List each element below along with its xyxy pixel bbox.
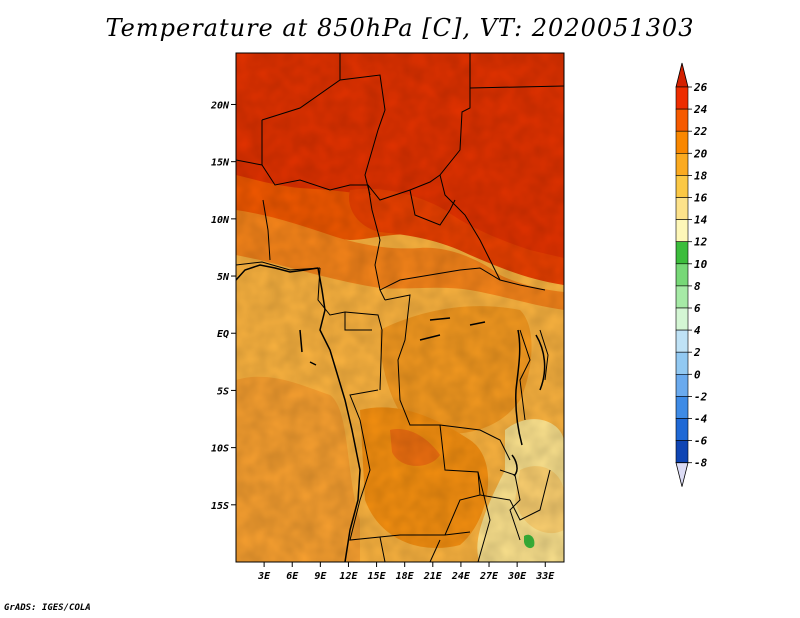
colorbar-label: 18 <box>694 169 708 182</box>
colorbar-label: 14 <box>694 214 708 227</box>
lon-label: 27E <box>479 571 499 582</box>
colorbar-segment <box>675 440 689 464</box>
colorbar-segment <box>675 219 689 243</box>
colorbar-label: 4 <box>694 324 701 337</box>
lat-label: 5N <box>217 272 230 283</box>
colorbar-segment <box>675 351 689 375</box>
chart-title: Temperature at 850hPa [C], VT: 202005130… <box>105 14 695 42</box>
colorbar-label: 24 <box>693 103 708 116</box>
field-texture <box>236 53 564 562</box>
colorbar-segment <box>675 396 689 419</box>
colorbar-segment <box>675 130 689 154</box>
lat-label: EQ <box>217 329 229 340</box>
colorbar-label: -4 <box>694 413 708 426</box>
lat-label: 20N <box>210 100 230 111</box>
lon-label: 33E <box>535 571 555 582</box>
temperature-field <box>236 53 564 562</box>
lon-label: 6E <box>286 571 299 582</box>
colorbar-label: 20 <box>693 147 708 160</box>
map-frame <box>235 52 565 563</box>
credit-text: GrADS: IGES/COLA <box>4 603 91 613</box>
colorbar-segment <box>675 418 689 441</box>
colorbar-label: 2 <box>693 346 701 359</box>
colorbar-label: 6 <box>694 302 701 315</box>
colorbar-segment <box>675 108 689 132</box>
colorbar-label: -2 <box>694 390 708 403</box>
colorbar-segment <box>675 263 689 287</box>
country-borders <box>236 53 564 562</box>
coastline <box>236 264 546 562</box>
colorbar-label: 26 <box>693 81 708 94</box>
lat-label: 10N <box>211 215 230 226</box>
lon-axis: 3E 6E 9E 12E 15E 18E 21E 24E 27E 30E 33E <box>257 562 555 582</box>
lon-label: 12E <box>339 571 358 582</box>
colorbar-segment <box>675 373 689 397</box>
colorbar-segment <box>675 153 689 176</box>
colorbar-label: -8 <box>694 457 708 470</box>
lat-label: 15N <box>211 158 230 169</box>
colorbar-segment <box>675 175 689 198</box>
colorbar-segment <box>675 329 689 353</box>
colorbar-label: 22 <box>693 125 708 138</box>
colorbar-segment <box>675 197 689 220</box>
colorbar-label: 16 <box>694 192 708 205</box>
lon-label: 24E <box>451 571 471 582</box>
lon-label: 15E <box>368 571 387 582</box>
lat-label: 5S <box>217 386 229 397</box>
colorbar-top-arrow <box>675 62 689 88</box>
colorbar-segment <box>675 241 689 265</box>
lat-label: 15S <box>211 501 229 512</box>
lon-label: 30E <box>507 571 527 582</box>
lon-label: 18E <box>396 571 415 582</box>
colorbar-segment <box>675 307 689 331</box>
lon-label: 9E <box>314 571 327 582</box>
colorbar-bottom-arrow <box>675 462 689 487</box>
lat-axis: 20N 15N 10N 5N EQ 5S 10S 15S <box>210 100 236 512</box>
colorbar-label: 0 <box>694 368 701 381</box>
lon-label: 21E <box>423 571 443 582</box>
colorbar-segment <box>675 86 689 110</box>
colorbar-label: 10 <box>694 258 708 271</box>
colorbar-label: 12 <box>694 236 708 249</box>
colorbar-label: -6 <box>694 435 708 448</box>
lon-label: 3E <box>257 571 271 582</box>
lat-label: 10S <box>211 444 229 455</box>
colorbar-segment <box>675 285 689 309</box>
colorbar-label: 8 <box>694 280 701 293</box>
